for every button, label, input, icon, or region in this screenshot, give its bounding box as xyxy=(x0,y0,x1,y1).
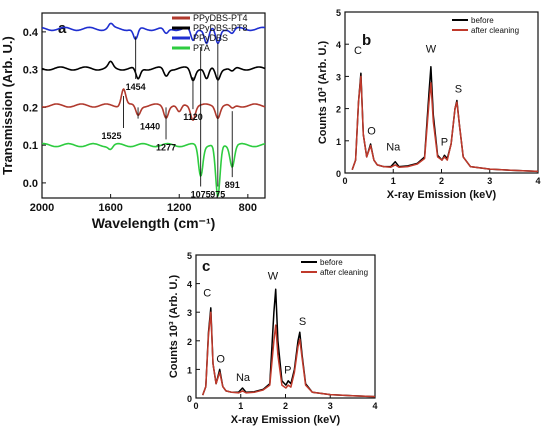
series-line-before xyxy=(351,65,539,173)
x-tick-label: 3 xyxy=(487,176,492,186)
x-tick-label: 1600 xyxy=(98,202,122,214)
x-tick-label: 3 xyxy=(328,401,333,411)
y-tick-label: 3 xyxy=(336,72,341,82)
legend-label: PPyDBS-PT8 xyxy=(193,23,248,33)
y-tick-label: 4 xyxy=(187,280,192,290)
element-label: O xyxy=(367,125,376,137)
panel-label: b xyxy=(362,32,371,49)
x-tick-label: 0 xyxy=(193,401,198,411)
x-tick-label: 4 xyxy=(535,176,540,186)
annotation-label: 1525 xyxy=(101,131,121,141)
element-label: P xyxy=(441,137,448,149)
x-tick-label: 2 xyxy=(283,401,288,411)
y-tick-label: 0.4 xyxy=(23,27,39,39)
y-tick-label: 4 xyxy=(336,40,341,50)
plot-frame xyxy=(41,12,266,199)
x-tick-label: 0 xyxy=(342,176,347,186)
y-axis-label: Transmission (Arb. U.) xyxy=(0,36,15,175)
annotation-label: 975 xyxy=(210,190,225,200)
x-axis-label: X-ray Emission (keV) xyxy=(387,189,497,201)
annotation-label: 1440 xyxy=(140,122,160,132)
y-tick-label: 0.3 xyxy=(23,65,38,77)
series-line-ppydbs-pt8 xyxy=(41,60,266,82)
legend-label: after cleaning xyxy=(320,268,368,277)
y-axis-label: Counts 10³ (Arb. U.) xyxy=(168,275,180,379)
y-tick-label: 1 xyxy=(187,365,192,375)
annotation-label: 1120 xyxy=(183,112,203,122)
y-tick-label: 0.1 xyxy=(23,140,38,152)
series-line-ppydbs xyxy=(41,22,266,45)
series-line-pta xyxy=(41,142,266,198)
element-label: Na xyxy=(386,141,401,153)
series-line-after-cleaning xyxy=(201,311,376,398)
legend-label: before xyxy=(471,16,494,25)
element-label: C xyxy=(354,45,362,57)
x-tick-label: 4 xyxy=(372,401,377,411)
element-label: Na xyxy=(236,372,251,384)
y-tick-label: 2 xyxy=(187,337,192,347)
series-line-ppydbs-pt4 xyxy=(41,88,266,121)
annotation-label: 1454 xyxy=(126,82,146,92)
x-tick-label: 800 xyxy=(239,202,257,214)
element-label: W xyxy=(426,43,437,55)
y-tick-label: 5 xyxy=(187,251,192,261)
x-tick-label: 2 xyxy=(439,176,444,186)
x-tick-label: 1 xyxy=(238,401,243,411)
plot-frame xyxy=(344,11,539,174)
legend-label: PPyDBS-PT4 xyxy=(193,13,248,23)
annotation-label: 1075 xyxy=(191,190,211,200)
y-tick-label: 0 xyxy=(187,394,192,404)
x-axis-label: X-ray Emission (keV) xyxy=(231,414,341,426)
y-axis-label: Counts 10³ (Arb. U.) xyxy=(317,41,329,145)
y-tick-label: 3 xyxy=(187,308,192,318)
annotation-label: 891 xyxy=(225,180,240,190)
x-tick-label: 2000 xyxy=(30,202,54,214)
panel-label: a xyxy=(58,20,67,37)
x-tick-label: 1200 xyxy=(167,202,191,214)
panel-b: b 0 1 2 3 4 0 1 2 3 4 5 X-ray Emission (keV) Counts 1… xyxy=(317,8,541,201)
element-label: W xyxy=(268,270,279,282)
element-label: S xyxy=(299,316,306,328)
legend-label: after cleaning xyxy=(471,26,519,35)
y-tick-label: 2 xyxy=(336,105,341,115)
legend-label: PTA xyxy=(193,43,210,53)
y-tick-label: 1 xyxy=(336,137,341,147)
element-label: S xyxy=(455,84,462,96)
panel-a: a 2000 1600 1200 800 0.0 0.1 0.2 0.3 0.4 Wavelengt… xyxy=(0,12,266,231)
y-tick-label: 0.0 xyxy=(23,178,38,190)
y-tick-label: 5 xyxy=(336,8,341,18)
panel-c: c 0 1 2 3 4 0 1 2 3 4 5 X-ray Emission (keV) Counts 1… xyxy=(168,251,378,426)
annotation-label: 1277 xyxy=(156,142,176,152)
element-label: P xyxy=(284,365,291,377)
x-tick-label: 1 xyxy=(391,176,396,186)
element-label: C xyxy=(203,287,211,299)
y-tick-label: 0 xyxy=(336,169,341,179)
legend-label: PPyDBS xyxy=(193,33,228,43)
y-tick-label: 0.2 xyxy=(23,102,38,114)
series-line-before xyxy=(201,288,376,398)
x-axis-label: Wavelength (cm⁻¹) xyxy=(92,215,216,231)
panel-label: c xyxy=(202,258,210,275)
legend-label: before xyxy=(320,258,343,267)
series-line-after-cleaning xyxy=(351,75,539,173)
element-label: O xyxy=(216,353,225,365)
